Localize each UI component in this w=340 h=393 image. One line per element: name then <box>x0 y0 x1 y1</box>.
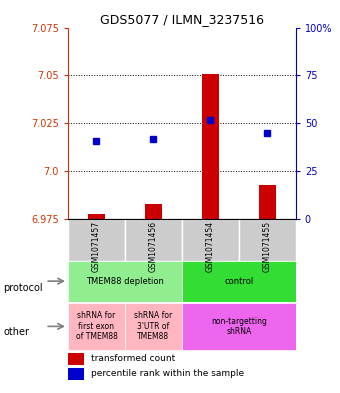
Text: GSM1071454: GSM1071454 <box>206 221 215 272</box>
Text: protocol: protocol <box>3 283 43 293</box>
Bar <box>125 219 182 261</box>
Bar <box>202 73 219 219</box>
Text: percentile rank within the sample: percentile rank within the sample <box>91 369 244 378</box>
Bar <box>239 219 296 261</box>
Text: shRNA for
first exon
of TMEM88: shRNA for first exon of TMEM88 <box>75 312 117 341</box>
Title: GDS5077 / ILMN_3237516: GDS5077 / ILMN_3237516 <box>100 13 264 26</box>
Bar <box>88 214 105 219</box>
Text: transformed count: transformed count <box>91 354 175 364</box>
Bar <box>182 261 296 302</box>
Text: GSM1071456: GSM1071456 <box>149 221 158 272</box>
Bar <box>68 303 125 350</box>
Text: GSM1071457: GSM1071457 <box>92 221 101 272</box>
Bar <box>68 219 125 261</box>
Bar <box>145 204 162 219</box>
Text: control: control <box>224 277 254 286</box>
Text: GSM1071455: GSM1071455 <box>263 221 272 272</box>
Bar <box>125 303 182 350</box>
Text: TMEM88 depletion: TMEM88 depletion <box>86 277 164 286</box>
Bar <box>68 368 84 380</box>
Text: shRNA for
3'UTR of
TMEM88: shRNA for 3'UTR of TMEM88 <box>134 312 172 341</box>
Text: non-targetting
shRNA: non-targetting shRNA <box>211 317 267 336</box>
Bar <box>182 219 239 261</box>
Bar <box>259 185 276 219</box>
Bar <box>182 303 296 350</box>
Bar <box>68 353 84 365</box>
Text: other: other <box>3 327 29 337</box>
Bar <box>68 261 182 302</box>
